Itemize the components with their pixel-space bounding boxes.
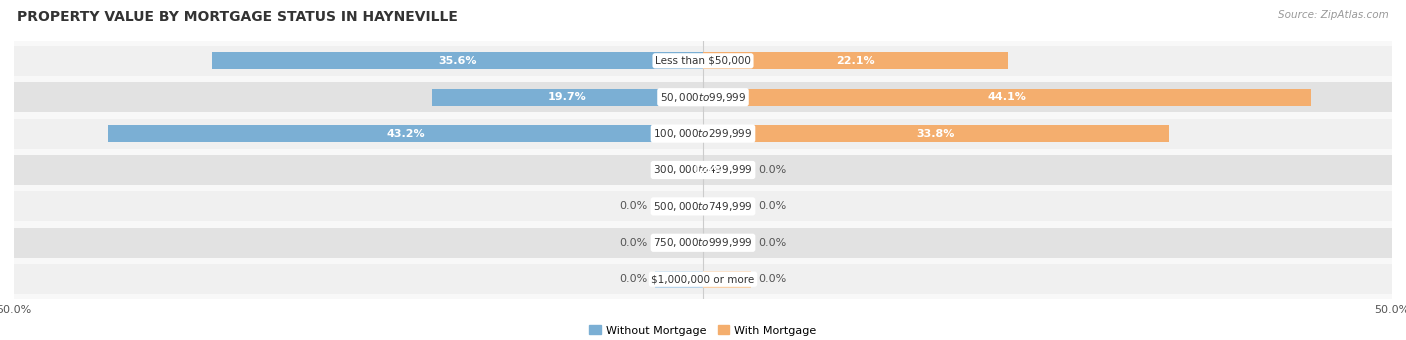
Bar xyxy=(655,234,703,252)
Text: 33.8%: 33.8% xyxy=(917,129,955,139)
Bar xyxy=(703,125,1168,142)
Text: 19.7%: 19.7% xyxy=(548,92,586,102)
Text: 0.0%: 0.0% xyxy=(758,274,786,284)
Text: 0.0%: 0.0% xyxy=(758,165,786,175)
Bar xyxy=(655,198,703,215)
Text: $300,000 to $499,999: $300,000 to $499,999 xyxy=(654,164,752,176)
Text: 1.5%: 1.5% xyxy=(693,165,724,175)
Bar xyxy=(703,198,751,215)
Text: 43.2%: 43.2% xyxy=(387,129,425,139)
Bar xyxy=(703,234,751,252)
Bar xyxy=(655,271,703,288)
Text: $1,000,000 or more: $1,000,000 or more xyxy=(651,274,755,284)
Text: Less than $50,000: Less than $50,000 xyxy=(655,56,751,66)
Bar xyxy=(703,162,751,178)
Text: 44.1%: 44.1% xyxy=(987,92,1026,102)
Bar xyxy=(14,264,1392,294)
Text: 0.0%: 0.0% xyxy=(620,201,648,211)
Bar xyxy=(14,82,1392,112)
Bar xyxy=(703,271,751,288)
Text: 35.6%: 35.6% xyxy=(439,56,477,66)
Text: $100,000 to $299,999: $100,000 to $299,999 xyxy=(654,127,752,140)
Legend: Without Mortgage, With Mortgage: Without Mortgage, With Mortgage xyxy=(585,321,821,340)
Bar xyxy=(432,88,703,106)
Bar xyxy=(14,46,1392,76)
Bar xyxy=(108,125,703,142)
Bar xyxy=(14,119,1392,149)
Bar xyxy=(682,162,703,178)
Text: 0.0%: 0.0% xyxy=(620,274,648,284)
Bar xyxy=(212,52,703,69)
Bar xyxy=(14,228,1392,258)
Text: 0.0%: 0.0% xyxy=(620,238,648,248)
Text: $50,000 to $99,999: $50,000 to $99,999 xyxy=(659,91,747,104)
Text: $500,000 to $749,999: $500,000 to $749,999 xyxy=(654,200,752,213)
Text: 0.0%: 0.0% xyxy=(758,201,786,211)
Text: 22.1%: 22.1% xyxy=(837,56,875,66)
Bar xyxy=(703,52,1008,69)
Bar xyxy=(14,191,1392,221)
Bar xyxy=(14,155,1392,185)
Text: $750,000 to $999,999: $750,000 to $999,999 xyxy=(654,236,752,249)
Bar xyxy=(703,88,1310,106)
Text: 0.0%: 0.0% xyxy=(758,238,786,248)
Text: Source: ZipAtlas.com: Source: ZipAtlas.com xyxy=(1278,10,1389,20)
Text: PROPERTY VALUE BY MORTGAGE STATUS IN HAYNEVILLE: PROPERTY VALUE BY MORTGAGE STATUS IN HAY… xyxy=(17,10,458,24)
